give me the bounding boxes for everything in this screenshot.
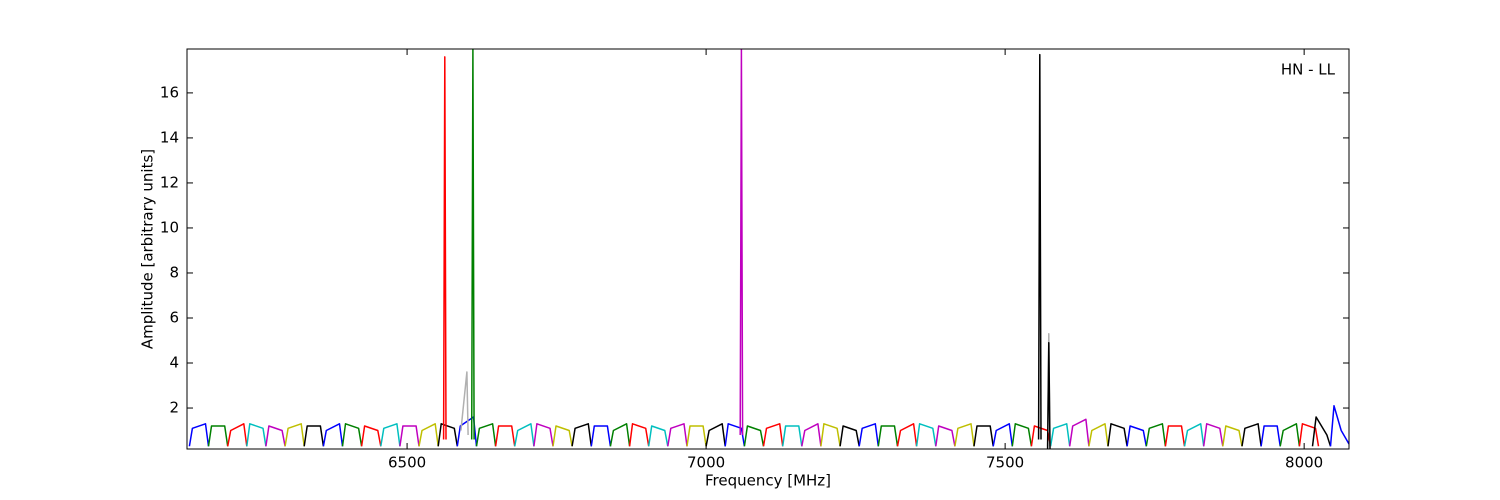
spectrum-line [360,425,382,447]
annotation: HN - LL [1281,61,1336,79]
y-axis-label: Amplitude [arbitrary units] [139,149,157,349]
axes-frame [186,48,1350,450]
spectrum-line [303,425,325,447]
x-tick-label: 8000 [1285,454,1323,472]
spectrum-line [1145,423,1167,447]
spectrum-line [705,423,726,447]
spectrum-line [188,423,210,447]
spectrum-line [724,423,746,447]
x-tick-label: 7500 [986,454,1024,472]
spectrum-line [226,423,248,447]
spectrum-line [494,425,516,447]
spectrum-line [1222,425,1243,447]
spectrum-line [1241,423,1262,447]
spectrum-line [1183,423,1205,447]
spectrum-line [1068,418,1090,447]
spectrum-line [762,423,784,447]
y-tick-label: 8 [169,263,179,281]
spectrum-line [1311,416,1332,447]
y-tick-label: 2 [169,399,179,417]
spectrum-line [647,425,669,447]
spectrum-line [839,425,860,447]
spectrum-line [380,423,401,447]
spectrum-line [801,423,822,447]
spectrum-line [973,425,994,447]
spectrum-line [284,423,305,447]
spectrum-line [954,423,975,447]
spectrum-line [1329,405,1349,447]
spectrum-line [1088,423,1109,447]
spectrum-line [1126,425,1148,447]
spectrum-line [1279,423,1301,447]
x-tick-label: 6500 [388,454,426,472]
spectrum-line [1260,425,1281,447]
spectrum-line [470,49,475,440]
spectrum-line [533,423,554,447]
spectrum-line [442,56,447,440]
spectrum-line [1049,423,1071,447]
y-tick-label: 14 [160,128,179,146]
spectrum-line [609,423,631,447]
spectrum-line [460,371,469,436]
spectrum-line [322,423,344,447]
spectrum-line [399,425,420,447]
spectrum-line [437,423,459,447]
spectrum-line [667,423,688,447]
spectrum-line [590,425,612,447]
spectrum-line [1011,423,1033,447]
spectrum-line [935,425,956,447]
spectrum-line [1298,423,1320,447]
spectrum-line [743,425,765,447]
spectrum-line [1202,423,1224,447]
x-axis-label: Frequency [MHz] [705,472,831,490]
spectrum-line [456,416,478,447]
x-tick-label: 7000 [687,454,725,472]
spectrum-line [686,425,707,447]
spectrum-line [820,423,841,447]
y-tick-label: 16 [160,83,179,101]
spectrum-line [781,425,803,447]
spectrum-line [992,423,1014,447]
spectrum-line [896,423,918,447]
spectrum-line [552,425,573,447]
spectrum-line [739,49,744,436]
y-tick-label: 10 [160,218,179,236]
spectrum-line [246,423,267,447]
spectrum-line [513,423,535,447]
spectrum-line [571,423,593,447]
spectrum-line [418,423,439,447]
y-tick-label: 12 [160,173,179,191]
spectrum-line [341,423,363,447]
spectrum-line [1107,423,1128,447]
spectrum-line [915,423,937,447]
plot-area [188,49,1349,449]
spectrum-line [265,425,286,447]
spectrum-line [628,423,650,447]
spectrum-line [1046,342,1051,449]
spectrum-line [1037,53,1042,440]
spectrum-line [877,425,899,447]
y-tick-label: 6 [169,308,179,326]
spectrum-line [207,425,229,447]
spectrum-line [475,423,497,447]
spectrum-line [1164,425,1186,447]
spectrum-line [858,423,880,447]
y-tick-label: 4 [169,354,179,372]
